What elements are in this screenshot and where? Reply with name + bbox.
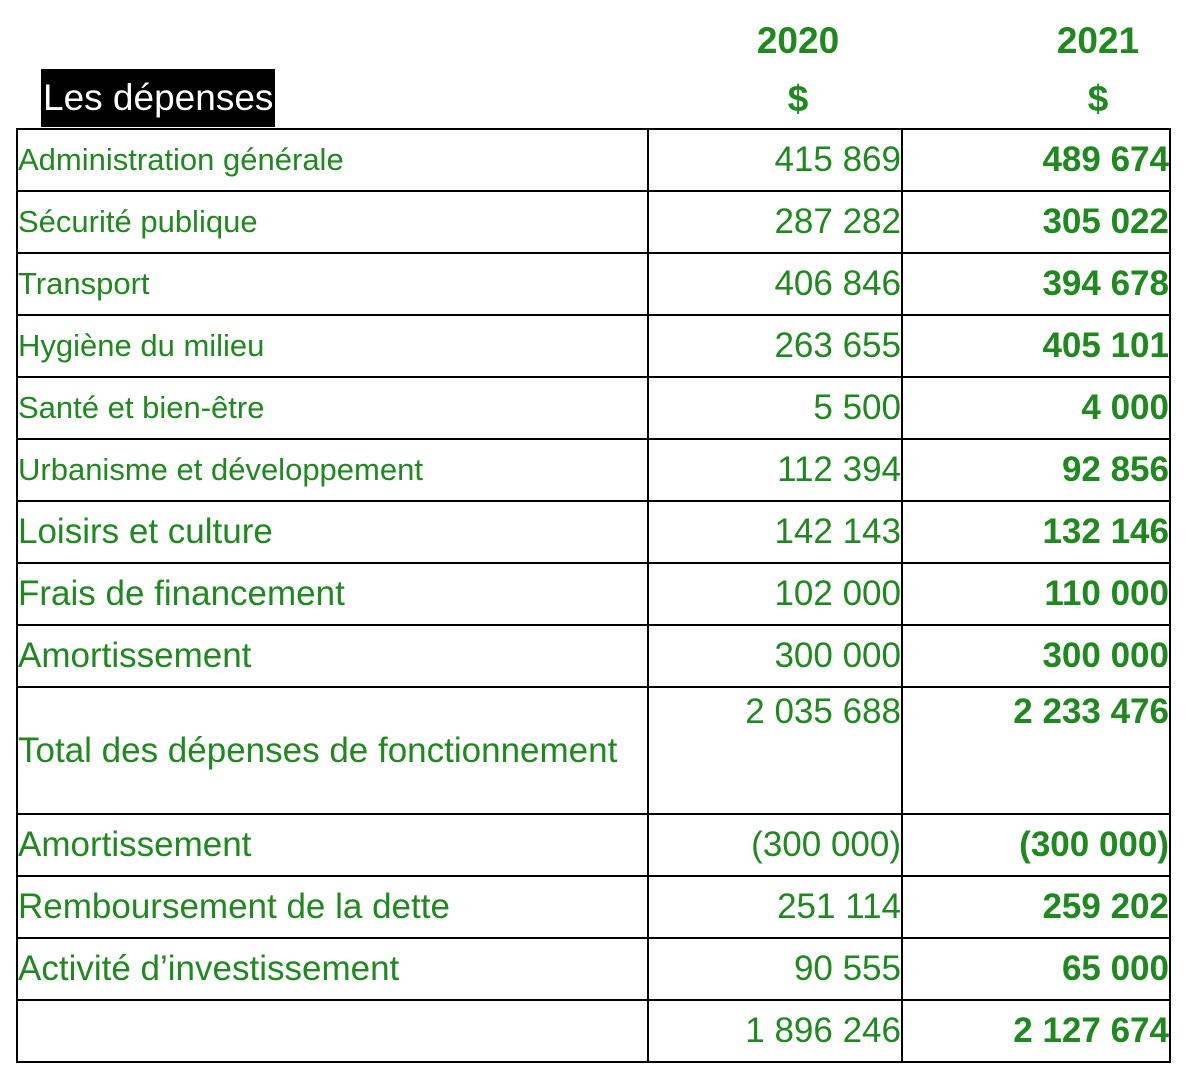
expenses-table: Administration générale 415 869 489 674 …	[16, 128, 1171, 1063]
section-title: Les dépenses	[41, 69, 276, 127]
row-label	[16, 999, 649, 1063]
value-2020: 102 000	[647, 562, 903, 626]
value-2021: 2 233 476	[901, 686, 1171, 815]
value-2020: 1 896 246	[647, 999, 903, 1063]
table-row: Amortissement 300 000 300 000	[16, 624, 1171, 688]
value-2021: 2 127 674	[901, 999, 1171, 1063]
row-label: Hygiène du milieu	[16, 314, 649, 378]
value-2020: 251 114	[647, 875, 903, 939]
table-row-total-operating: Total des dépenses de fonctionnement 2 0…	[16, 686, 1171, 815]
row-label: Administration générale	[16, 128, 649, 192]
value-2021: 92 856	[901, 438, 1171, 502]
value-2020: 142 143	[647, 500, 903, 564]
value-2020: (300 000)	[647, 813, 903, 877]
value-2021: 300 000	[901, 624, 1171, 688]
value-2021: (300 000)	[901, 813, 1171, 877]
table-row: Administration générale 415 869 489 674	[16, 128, 1171, 192]
row-label: Urbanisme et développement	[16, 438, 649, 502]
value-2020: 300 000	[647, 624, 903, 688]
value-2021: 259 202	[901, 875, 1171, 939]
currency-label-2020: $	[787, 78, 809, 119]
value-2021: 132 146	[901, 500, 1171, 564]
value-2020: 287 282	[647, 190, 903, 254]
value-2021: 305 022	[901, 190, 1171, 254]
year-label-2021: 2021	[1056, 20, 1140, 61]
table-row: Sécurité publique 287 282 305 022	[16, 190, 1171, 254]
row-label: Remboursement de la dette	[16, 875, 649, 939]
row-label: Activité d’investissement	[16, 937, 649, 1001]
row-label: Frais de financement	[16, 562, 649, 626]
table-row: Frais de financement 102 000 110 000	[16, 562, 1171, 626]
value-2020: 2 035 688	[647, 686, 903, 815]
table-row: Urbanisme et développement 112 394 92 85…	[16, 438, 1171, 502]
table-row: Loisirs et culture 142 143 132 146	[16, 500, 1171, 564]
table-row: Transport 406 846 394 678	[16, 252, 1171, 316]
row-label: Santé et bien-être	[16, 376, 649, 440]
column-header-2020: 2020 $	[668, 12, 928, 128]
row-label: Loisirs et culture	[16, 500, 649, 564]
value-2021: 65 000	[901, 937, 1171, 1001]
table-row: Hygiène du milieu 263 655 405 101	[16, 314, 1171, 378]
table-row: Activité d’investissement 90 555 65 000	[16, 937, 1171, 1001]
row-label: Total des dépenses de fonctionnement	[16, 686, 649, 815]
value-2021: 489 674	[901, 128, 1171, 192]
value-2020: 406 846	[647, 252, 903, 316]
column-header-2021: 2021 $	[968, 12, 1191, 128]
value-2020: 263 655	[647, 314, 903, 378]
table-row: Amortissement (300 000) (300 000)	[16, 813, 1171, 877]
value-2020: 5 500	[647, 376, 903, 440]
value-2020: 90 555	[647, 937, 903, 1001]
currency-label-2021: $	[1087, 78, 1109, 119]
value-2020: 112 394	[647, 438, 903, 502]
table-row-grand-total: 1 896 246 2 127 674	[16, 999, 1171, 1063]
value-2021: 405 101	[901, 314, 1171, 378]
row-label: Amortissement	[16, 624, 649, 688]
row-label: Transport	[16, 252, 649, 316]
table-row: Remboursement de la dette 251 114 259 20…	[16, 875, 1171, 939]
row-label: Sécurité publique	[16, 190, 649, 254]
year-label-2020: 2020	[756, 20, 840, 61]
value-2020: 415 869	[647, 128, 903, 192]
row-label: Amortissement	[16, 813, 649, 877]
table-row: Santé et bien-être 5 500 4 000	[16, 376, 1171, 440]
value-2021: 4 000	[901, 376, 1171, 440]
value-2021: 394 678	[901, 252, 1171, 316]
value-2021: 110 000	[901, 562, 1171, 626]
